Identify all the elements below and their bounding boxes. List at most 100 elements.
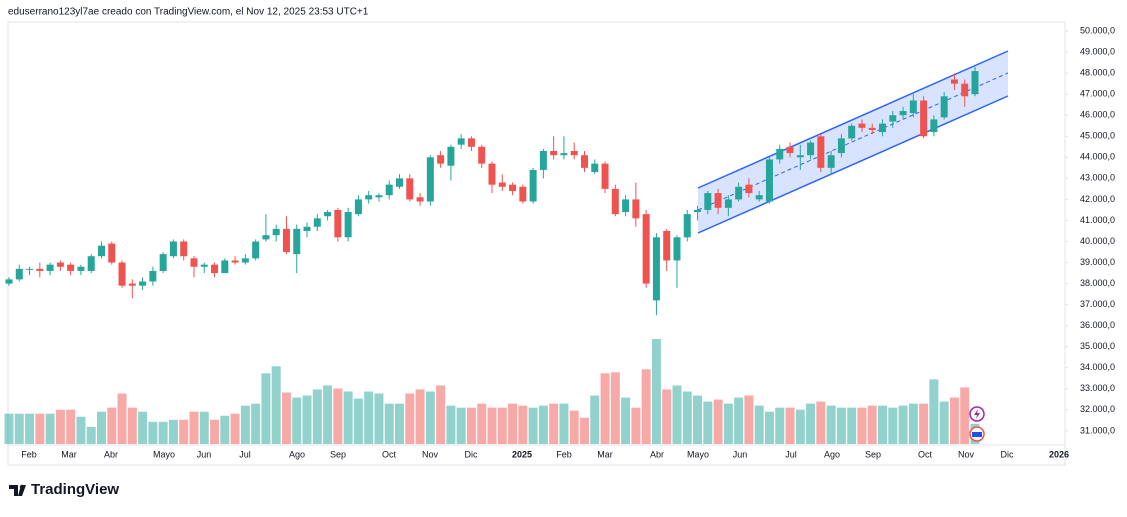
- candle-body: [611, 188, 619, 215]
- volume-bar: [14, 413, 24, 444]
- volume-bar: [836, 407, 846, 444]
- volume-bar: [240, 405, 250, 444]
- candle-body: [67, 264, 75, 271]
- chart-title: eduserrano123yl7ae creado con TradingVie…: [8, 7, 369, 18]
- candle-body: [950, 79, 958, 84]
- volume-bar: [949, 397, 959, 444]
- candle-body: [961, 83, 969, 97]
- x-tick-label: Abr: [104, 449, 118, 459]
- x-tick-label: Mayo: [687, 449, 709, 459]
- logo-dot: [19, 484, 25, 490]
- logo-text: TradingView: [31, 481, 119, 498]
- volume-bar: [323, 385, 333, 444]
- x-tick-label: Sep: [865, 449, 881, 459]
- y-tick-label: 36.000,0: [1080, 320, 1115, 330]
- candle-body: [909, 100, 917, 114]
- volume-bar: [210, 419, 220, 444]
- volume-bar: [621, 397, 631, 444]
- y-tick-label: 44.000,0: [1080, 152, 1115, 162]
- candle-body: [344, 212, 352, 238]
- volume-bar: [631, 407, 641, 444]
- y-tick-label: 42.000,0: [1080, 194, 1115, 204]
- volume-bar: [302, 395, 312, 444]
- volume-bar: [425, 391, 435, 444]
- candle-body: [262, 235, 270, 240]
- volume-bar: [487, 407, 497, 444]
- volume-bar: [261, 373, 271, 444]
- volume-bar: [857, 407, 867, 444]
- y-tick-label: 38.000,0: [1080, 278, 1115, 288]
- y-tick-label: 46.000,0: [1080, 110, 1115, 120]
- x-tick-label: Abr: [650, 449, 664, 459]
- x-tick-label: Jun: [733, 449, 748, 459]
- candle-body: [406, 178, 414, 200]
- volume-bar: [374, 393, 384, 444]
- candle-body: [241, 258, 249, 263]
- candle-body: [149, 270, 157, 282]
- volume-bar: [960, 387, 970, 444]
- candle-body: [139, 281, 147, 286]
- volume-bar: [693, 395, 703, 444]
- volume-bar: [518, 405, 528, 444]
- candle-body: [169, 241, 177, 257]
- x-tick-label: Ago: [289, 449, 305, 459]
- volume-bar: [610, 372, 620, 444]
- x-tick-label: Mar: [597, 449, 613, 459]
- candle-body: [899, 111, 907, 116]
- candle-body: [26, 268, 34, 270]
- volume-bar: [148, 421, 158, 444]
- volume-bar: [107, 407, 117, 444]
- y-tick-label: 33.000,0: [1080, 383, 1115, 393]
- candle-body: [46, 264, 54, 271]
- channel-lower: [697, 95, 1009, 234]
- volume-bar: [764, 411, 774, 444]
- candle-body: [817, 136, 825, 168]
- candle-body: [683, 214, 691, 238]
- volume-bar: [775, 407, 785, 444]
- volume-bar: [559, 403, 569, 444]
- y-tick-label: 37.000,0: [1080, 299, 1115, 309]
- volume-bar: [826, 405, 836, 444]
- candle-body: [509, 184, 517, 191]
- x-tick-label: Oct: [382, 449, 397, 459]
- candle-body: [303, 226, 311, 231]
- logo: TradingView: [9, 481, 119, 498]
- volume-bar: [353, 398, 363, 444]
- candle-body: [776, 148, 784, 160]
- volume-bar: [343, 391, 353, 444]
- volume-bar: [456, 407, 466, 444]
- candle-body: [118, 262, 126, 286]
- volume-bar: [929, 379, 939, 444]
- candle-body: [837, 138, 845, 154]
- x-tick-label: Dic: [465, 449, 478, 459]
- candle-layer: [5, 66, 979, 316]
- candle-body: [498, 182, 506, 187]
- volume-bar: [847, 407, 857, 444]
- candle-body: [375, 195, 383, 198]
- candle-body: [570, 151, 578, 156]
- volume-bar: [754, 405, 764, 444]
- volume-bar: [415, 389, 425, 444]
- candle-body: [827, 155, 835, 168]
- volume-bar: [364, 391, 374, 444]
- volume-bar: [179, 419, 189, 444]
- candle-body: [735, 186, 743, 200]
- volume-bar: [405, 393, 415, 444]
- candle-body: [663, 230, 671, 261]
- candle-body: [807, 142, 815, 156]
- volume-bar: [682, 391, 692, 444]
- volume-bar: [723, 403, 733, 444]
- volume-bar: [816, 401, 826, 444]
- candle-body: [159, 254, 167, 271]
- volume-bar: [919, 403, 929, 444]
- x-tick-label: Dic: [1001, 449, 1014, 459]
- candle-body: [282, 228, 290, 253]
- volume-bar: [76, 416, 86, 444]
- candle-body: [467, 138, 475, 147]
- candle-body: [437, 155, 445, 164]
- volume-bar: [569, 410, 579, 444]
- volume-bar: [168, 419, 178, 444]
- volume-bar: [45, 413, 55, 444]
- y-tick-label: 47.000,0: [1080, 89, 1115, 99]
